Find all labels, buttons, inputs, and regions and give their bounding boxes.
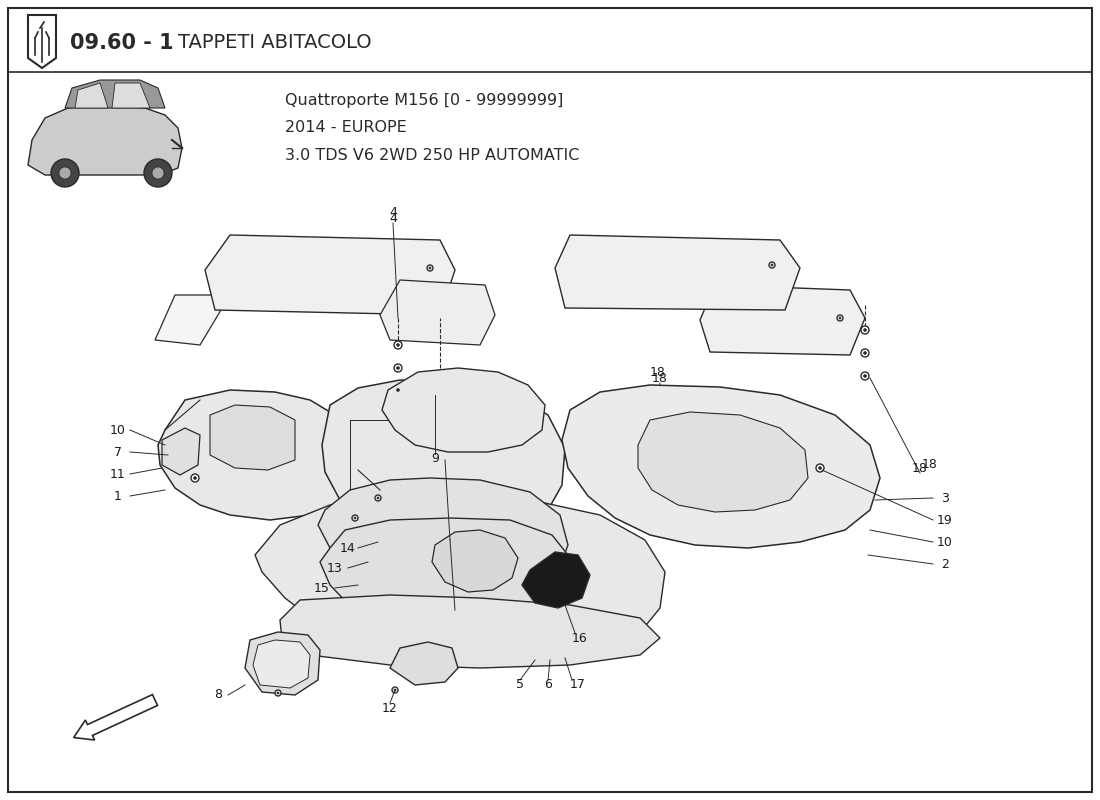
Polygon shape <box>382 368 544 452</box>
Polygon shape <box>75 83 108 108</box>
Circle shape <box>864 374 867 378</box>
Circle shape <box>375 495 381 501</box>
Circle shape <box>394 689 396 691</box>
Polygon shape <box>700 285 865 355</box>
Text: 17: 17 <box>570 678 586 691</box>
Text: 10: 10 <box>937 535 953 549</box>
Text: 13: 13 <box>327 562 343 574</box>
Text: 2: 2 <box>942 558 949 570</box>
Polygon shape <box>255 498 666 662</box>
Circle shape <box>191 474 199 482</box>
Circle shape <box>352 515 358 521</box>
Circle shape <box>392 687 398 693</box>
Polygon shape <box>562 385 880 548</box>
Text: 1: 1 <box>114 490 122 502</box>
Circle shape <box>394 386 402 394</box>
Circle shape <box>818 466 822 470</box>
Polygon shape <box>253 640 310 688</box>
FancyArrow shape <box>74 694 157 740</box>
Polygon shape <box>205 235 455 315</box>
Circle shape <box>771 264 773 266</box>
Text: Quattroporte M156 [0 - 99999999]: Quattroporte M156 [0 - 99999999] <box>285 93 563 107</box>
Circle shape <box>377 497 379 499</box>
Circle shape <box>51 159 79 187</box>
Text: 14: 14 <box>340 542 356 554</box>
Circle shape <box>194 477 197 479</box>
Circle shape <box>277 692 279 694</box>
Text: 12: 12 <box>382 702 398 714</box>
Circle shape <box>152 167 164 179</box>
Polygon shape <box>522 552 590 608</box>
Polygon shape <box>322 380 565 540</box>
Text: TAPPETI ABITACOLO: TAPPETI ABITACOLO <box>178 34 372 53</box>
Text: 15: 15 <box>315 582 330 594</box>
Polygon shape <box>155 295 230 345</box>
Polygon shape <box>28 15 56 68</box>
Text: 09.60 - 1: 09.60 - 1 <box>70 33 174 53</box>
Polygon shape <box>112 83 150 108</box>
Text: 11: 11 <box>110 467 125 481</box>
Text: 18: 18 <box>912 462 928 474</box>
Polygon shape <box>638 412 808 512</box>
Text: 16: 16 <box>572 631 587 645</box>
Circle shape <box>397 389 399 391</box>
Circle shape <box>816 464 824 472</box>
Text: 18: 18 <box>922 458 938 471</box>
Circle shape <box>861 349 869 357</box>
Text: 2014 - EUROPE: 2014 - EUROPE <box>285 121 407 135</box>
Polygon shape <box>210 405 295 470</box>
Polygon shape <box>379 280 495 345</box>
Circle shape <box>354 517 356 519</box>
Text: 8: 8 <box>214 689 222 702</box>
Text: 3: 3 <box>942 491 949 505</box>
Circle shape <box>864 352 867 354</box>
Text: 4: 4 <box>389 206 397 219</box>
Circle shape <box>397 366 399 370</box>
Polygon shape <box>280 595 660 668</box>
Polygon shape <box>162 428 200 475</box>
Circle shape <box>861 372 869 380</box>
Circle shape <box>397 344 399 346</box>
Text: 9: 9 <box>431 451 439 465</box>
Polygon shape <box>390 642 458 685</box>
Text: 19: 19 <box>937 514 953 526</box>
Circle shape <box>144 159 172 187</box>
Circle shape <box>837 315 843 321</box>
Polygon shape <box>158 390 358 520</box>
Circle shape <box>429 267 431 269</box>
Circle shape <box>427 265 433 271</box>
Circle shape <box>861 326 869 334</box>
Text: 3.0 TDS V6 2WD 250 HP AUTOMATIC: 3.0 TDS V6 2WD 250 HP AUTOMATIC <box>285 149 580 163</box>
Text: 5: 5 <box>516 678 524 691</box>
Circle shape <box>769 262 776 268</box>
Polygon shape <box>556 235 800 310</box>
Polygon shape <box>28 105 182 175</box>
Circle shape <box>275 690 280 696</box>
Polygon shape <box>320 518 568 638</box>
Circle shape <box>59 167 72 179</box>
Polygon shape <box>245 632 320 695</box>
Circle shape <box>394 364 402 372</box>
Polygon shape <box>432 530 518 592</box>
Text: 6: 6 <box>544 678 552 691</box>
Circle shape <box>864 329 867 331</box>
Circle shape <box>839 317 842 319</box>
Polygon shape <box>318 478 568 605</box>
Text: 10: 10 <box>110 423 125 437</box>
Text: 7: 7 <box>114 446 122 458</box>
Polygon shape <box>65 80 165 108</box>
Text: 18: 18 <box>650 366 666 378</box>
Circle shape <box>394 341 402 349</box>
Text: 18: 18 <box>652 371 668 385</box>
Text: 4: 4 <box>389 211 397 225</box>
